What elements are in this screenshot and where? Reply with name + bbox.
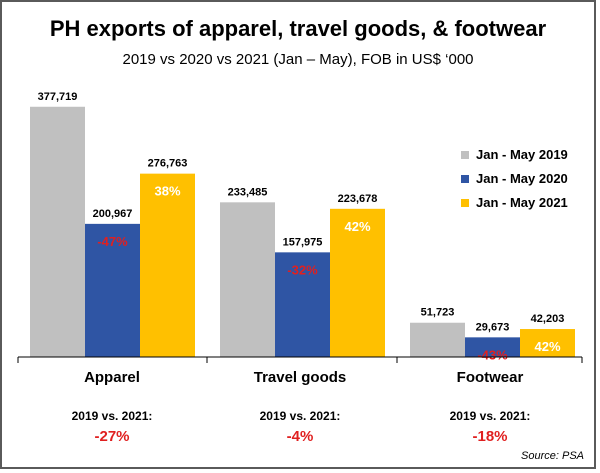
category-label: Footwear: [457, 369, 524, 386]
comparison-label: 2019 vs. 2021:: [260, 409, 341, 423]
percent-change-label: -32%: [287, 262, 318, 277]
percent-change-label: 42%: [344, 219, 370, 234]
bars-group: [30, 106, 575, 357]
labels-group: 377,719 233,485 51,723 200,967 -47% 157,975 -3…: [38, 91, 565, 363]
legend-label: Jan - May 2019: [476, 147, 568, 162]
comparison-value: -4%: [287, 428, 314, 445]
value-label: 233,485: [228, 186, 268, 198]
category-label: Apparel: [84, 369, 140, 386]
legend-label: Jan - May 2021: [476, 195, 568, 210]
comparison-value: -18%: [472, 428, 507, 445]
category-label: Travel goods: [254, 369, 347, 386]
bar-travel-goods-series-3: [330, 208, 385, 357]
value-label: 276,763: [148, 158, 188, 170]
value-label: 200,967: [93, 208, 133, 220]
comparison-value: -27%: [94, 428, 129, 445]
value-label: 29,673: [476, 321, 510, 333]
legend-label: Jan - May 2020: [476, 171, 568, 186]
comparison-label: 2019 vs. 2021:: [450, 409, 531, 423]
legend-swatch: [461, 199, 469, 207]
chart: PH exports of apparel, travel goods, & f…: [17, 16, 584, 462]
chart-subtitle: 2019 vs 2020 vs 2021 (Jan – May), FOB in…: [122, 51, 473, 68]
bar-footwear-series-2: [465, 337, 520, 357]
comparison-labels: 2019 vs. 2021: -27% 2019 vs. 2021: -4% 2019 …: [72, 409, 531, 445]
x-axis-ticks: [17, 357, 583, 363]
value-label: 42,203: [531, 313, 565, 325]
percent-change-label: -43%: [477, 347, 508, 362]
comparison-label: 2019 vs. 2021:: [72, 409, 153, 423]
value-label: 377,719: [38, 91, 78, 103]
percent-change-label: 38%: [154, 184, 180, 199]
bar-footwear-series-1: [410, 322, 465, 357]
bar-footwear-series-3: [520, 329, 575, 357]
bar-travel-goods-series-2: [275, 252, 330, 357]
legend: Jan - May 2019 Jan - May 2020 Jan - May 20…: [461, 147, 568, 210]
percent-change-label: -47%: [97, 234, 128, 249]
value-label: 51,723: [421, 307, 455, 319]
value-label: 157,975: [283, 236, 323, 248]
chart-title: PH exports of apparel, travel goods, & f…: [50, 16, 547, 41]
bar-apparel-series-2: [85, 223, 140, 357]
bar-apparel-series-1: [30, 106, 85, 357]
bar-apparel-series-3: [140, 173, 195, 357]
legend-swatch: [461, 151, 469, 159]
percent-change-label: 42%: [534, 339, 560, 354]
category-labels: Apparel Travel goods Footwear: [84, 369, 523, 386]
source-note: Source: PSA: [521, 450, 584, 462]
legend-swatch: [461, 175, 469, 183]
bar-travel-goods-series-1: [220, 202, 275, 357]
value-label: 223,678: [338, 193, 378, 205]
